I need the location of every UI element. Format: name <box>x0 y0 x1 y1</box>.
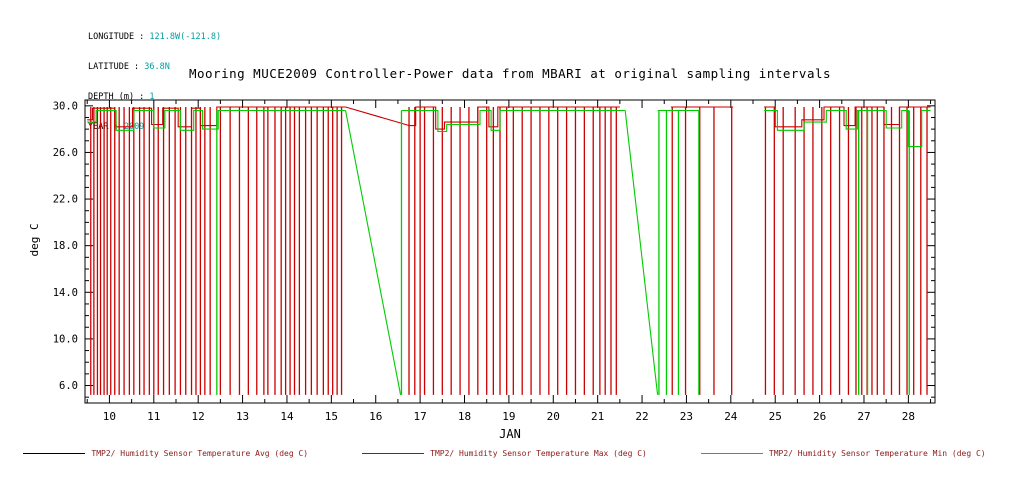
svg-text:19: 19 <box>502 410 515 423</box>
svg-text:11: 11 <box>147 410 160 423</box>
metadata-depth: DEPTH (m) : 1 <box>88 92 155 102</box>
svg-text:22: 22 <box>635 410 648 423</box>
svg-text:18: 18 <box>458 410 471 423</box>
svg-text:14.0: 14.0 <box>53 287 78 299</box>
x-axis-label: JAN <box>499 427 521 441</box>
max-line-swatch <box>362 453 425 454</box>
legend-label-max: TMP2/ Humidity Sensor Temperature Max (d… <box>430 449 647 458</box>
svg-text:6.0: 6.0 <box>59 380 78 392</box>
metadata-longitude: LONGITUDE : 121.8W(-121.8) <box>88 32 222 42</box>
svg-text:10: 10 <box>103 410 116 423</box>
legend-label-avg: TMP2/ Humidity Sensor Temperature Avg (d… <box>91 449 309 458</box>
legend-item-min: TMP2/ Humidity Sensor Temperature Min (d… <box>700 449 986 458</box>
legend-item-avg: TMP2/ Humidity Sensor Temperature Avg (d… <box>23 449 308 458</box>
svg-text:27: 27 <box>857 410 870 423</box>
svg-text:14: 14 <box>280 410 294 423</box>
svg-text:21: 21 <box>591 410 604 423</box>
min-line-swatch <box>700 453 763 454</box>
avg-line-swatch <box>23 453 86 454</box>
legend-item-max: TMP2/ Humidity Sensor Temperature Max (d… <box>362 449 647 458</box>
svg-text:10.0: 10.0 <box>53 333 78 345</box>
svg-text:15: 15 <box>325 410 338 423</box>
svg-text:26.0: 26.0 <box>53 147 78 159</box>
svg-text:13: 13 <box>236 410 249 423</box>
metadata-latitude: LATITUDE : 36.8N <box>88 62 170 72</box>
legend-label-min: TMP2/ Humidity Sensor Temperature Min (d… <box>768 449 986 458</box>
svg-text:26: 26 <box>813 410 826 423</box>
svg-text:25: 25 <box>769 410 782 423</box>
svg-text:12: 12 <box>192 410 205 423</box>
svg-text:20: 20 <box>547 410 560 423</box>
chart-legend: TMP2/ Humidity Sensor Temperature Avg (d… <box>0 449 1009 458</box>
svg-text:16: 16 <box>369 410 382 423</box>
svg-text:18.0: 18.0 <box>53 240 78 252</box>
svg-text:22.0: 22.0 <box>53 194 78 206</box>
chart-title: Mooring MUCE2009 Controller-Power data f… <box>188 66 832 81</box>
svg-text:24: 24 <box>724 410 738 423</box>
svg-text:30.0: 30.0 <box>53 100 78 112</box>
svg-text:23: 23 <box>680 410 693 423</box>
svg-text:28: 28 <box>902 410 915 423</box>
svg-text:17: 17 <box>413 410 426 423</box>
